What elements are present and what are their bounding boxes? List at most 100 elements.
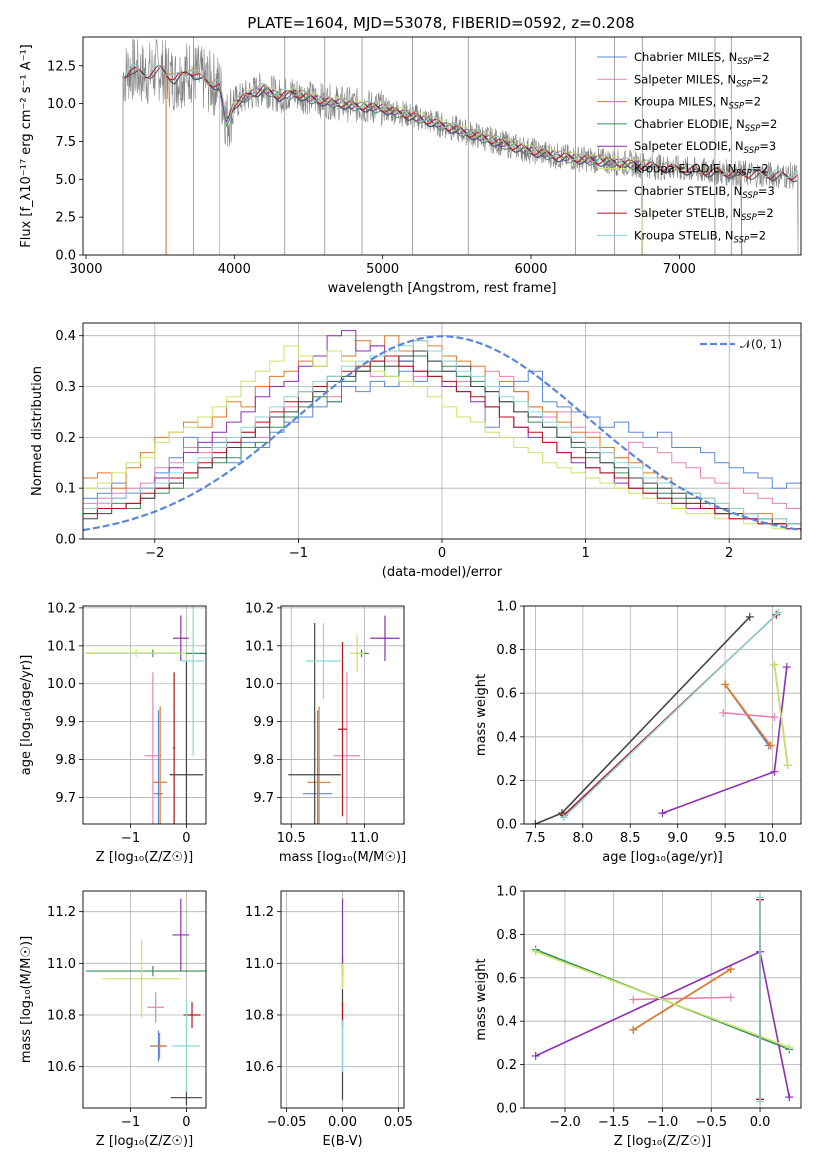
axes-frame — [82, 36, 802, 256]
legend-label-chabrier_elodie: Chabrier ELODIE, NSSP=2 — [634, 117, 777, 134]
plot-area — [122, 37, 799, 255]
weight-marker-kroupa_stelib-1 — [756, 893, 765, 902]
axes-frame — [280, 605, 405, 825]
x-tick-label-2: −1.0 — [647, 1115, 679, 1130]
legend-label-salpeter_stelib: Salpeter STELIB, NSSP=2 — [634, 206, 774, 223]
weight-marker-kroupa_elodie-0 — [770, 660, 779, 669]
y-tick-label-2: 0.4 — [496, 1015, 517, 1030]
weight-line-kroupa_stelib — [563, 611, 779, 819]
plot-area — [531, 893, 794, 1106]
legend-label-kroupa_elodie: Kroupa ELODIE, NSSP=2 — [634, 162, 769, 179]
x-axis-label: Z [log₁₀(Z/Z☉)] — [614, 1134, 711, 1149]
weight-marker-kroupa_stelib-1 — [774, 608, 783, 617]
y-axis-label: mass weight — [474, 958, 489, 1040]
y-tick-label-1: 9.8 — [55, 753, 76, 768]
y-tick-label-5: 10.2 — [245, 601, 274, 616]
weight-line-kroupa_elodie — [773, 664, 789, 766]
x-tick-label-2: 0 — [438, 546, 446, 561]
y-tick-label-2: 11.0 — [47, 957, 76, 972]
x-tick-label-4: 0.0 — [750, 1115, 771, 1130]
weight-marker-salpeter_miles-1 — [726, 993, 735, 1002]
y-axis-label: mass [log₁₀(M/M☉)] — [19, 936, 34, 1063]
weight-marker-salpeter_elodie-1 — [770, 767, 779, 776]
y-tick-label-2: 9.9 — [253, 715, 274, 730]
x-tick-label-1: 11.0 — [350, 831, 379, 846]
y-tick-label-2: 5.0 — [55, 173, 76, 188]
weight-marker-salpeter_elodie-0 — [658, 809, 667, 818]
y-tick-label-4: 10.1 — [47, 639, 76, 654]
x-tick-label-2: 8.5 — [620, 831, 641, 846]
x-tick-label-3: 9.0 — [667, 831, 688, 846]
y-tick-label-3: 0.3 — [55, 380, 76, 395]
chart-age_vs_mass: 10.5 11.0 9.7 9.8 9.9 10.0 10.1 10.2 mass [log₁₀… — [245, 601, 406, 865]
y-tick-label-4: 0.4 — [55, 329, 76, 344]
legend-label-salpeter_miles: Salpeter MILES, NSSP=2 — [634, 72, 769, 89]
x-tick-label-1: 0 — [182, 831, 190, 846]
y-tick-label-4: 0.8 — [496, 928, 517, 943]
x-tick-label-3: −0.5 — [695, 1115, 727, 1130]
weight-line-kroupa_miles — [724, 684, 772, 746]
model-spectrum-chabrier_miles — [165, 71, 743, 255]
x-axis-label: wavelength [Angstrom, rest frame] — [328, 281, 557, 296]
y-tick-label-3: 0.6 — [496, 971, 517, 986]
y-tick-label-0: 0.0 — [55, 533, 76, 548]
weight-marker-kroupa_stelib-0 — [559, 813, 568, 822]
x-tick-label-4: 9.5 — [715, 831, 736, 846]
y-axis-label: Normed distribution — [30, 366, 45, 496]
hist-salpeter_stelib — [83, 355, 801, 539]
x-axis-label: E(B-V) — [322, 1134, 362, 1149]
model-spectrum-kroupa_stelib — [122, 63, 799, 255]
axes-frame — [280, 890, 405, 1109]
y-tick-label-3: 10.0 — [245, 677, 274, 692]
chart-mass_vs_z: −1 0 10.6 10.8 11.0 11.2 Z [log₁₀(Z/Z☉)] mass [… — [19, 890, 207, 1149]
x-axis-label: age [log₁₀(age/yr)] — [602, 850, 723, 865]
y-tick-label-0: 10.6 — [47, 1060, 76, 1075]
x-tick-label-1: −1.5 — [598, 1115, 630, 1130]
y-tick-label-0: 0.0 — [496, 818, 517, 833]
x-axis-label: Z [log₁₀(Z/Z☉)] — [96, 1134, 193, 1149]
y-tick-label-2: 0.4 — [496, 730, 517, 745]
y-tick-label-3: 10.0 — [47, 677, 76, 692]
y-tick-label-1: 0.2 — [496, 1058, 517, 1073]
weight-marker-kroupa_elodie-1 — [785, 1043, 794, 1052]
y-tick-label-4: 0.8 — [496, 643, 517, 658]
legend-label-kroupa_miles: Kroupa MILES, NSSP=2 — [634, 95, 761, 112]
y-tick-label-2: 0.2 — [55, 431, 76, 446]
weight-line-kroupa_miles — [632, 968, 732, 1031]
y-tick-label-1: 10.8 — [245, 1009, 274, 1024]
y-tick-label-1: 0.1 — [55, 482, 76, 497]
x-axis-label: mass [log₁₀(M/M☉)] — [279, 850, 406, 865]
x-tick-label-0: −0.05 — [267, 1115, 307, 1130]
y-tick-label-0: 9.7 — [55, 791, 76, 806]
model-spectrum-salpeter_elodie — [219, 87, 643, 255]
weight-marker-chabrier_stelib-0 — [531, 820, 540, 824]
x-axis-label: Z [log₁₀(Z/Z☉)] — [96, 850, 193, 865]
chart-weight_vs_z: −2.0 −1.5 −1.0 −0.5 0.0 0.0 0.2 0.4 0.6 0.8 1.0 Z [… — [474, 885, 802, 1149]
plot-area — [83, 330, 801, 539]
weight-marker-salpeter_miles-0 — [629, 995, 638, 1004]
x-tick-label-4: 2 — [725, 546, 733, 561]
x-tick-label-3: 6000 — [514, 262, 547, 277]
y-tick-label-1: 9.8 — [253, 753, 274, 768]
weight-marker-kroupa_stelib-0 — [756, 1097, 765, 1106]
y-tick-label-1: 2.5 — [55, 211, 76, 226]
x-tick-label-0: 7.5 — [525, 831, 546, 846]
axes-frame — [82, 605, 207, 825]
weight-marker-kroupa_miles-0 — [721, 680, 730, 689]
y-tick-label-0: 0.0 — [55, 249, 76, 264]
chart-spectrum: 3000 4000 5000 6000 7000 0.0 2.5 5.0 7.5 10.0 12.5… — [19, 14, 802, 296]
x-tick-label-1: 0.00 — [328, 1115, 357, 1130]
weight-marker-kroupa_miles-1 — [766, 741, 775, 750]
legend-label-salpeter_elodie: Salpeter ELODIE, NSSP=3 — [634, 139, 776, 156]
weight-line-salpeter_miles — [633, 996, 731, 1001]
x-axis-label: (data-model)/error — [382, 565, 503, 580]
plot-area — [85, 606, 206, 824]
x-tick-label-2: 0.05 — [384, 1115, 413, 1130]
chart-title: PLATE=1604, MJD=53078, FIBERID=0592, z=0… — [247, 14, 634, 32]
y-tick-label-0: 0.0 — [496, 1102, 517, 1117]
x-tick-label-0: −1 — [121, 831, 140, 846]
y-tick-label-5: 1.0 — [496, 600, 517, 615]
legend-label-chabrier_stelib: Chabrier STELIB, NSSP=3 — [634, 184, 775, 201]
chart-age_vs_z: −1 0 9.7 9.8 9.9 10.0 10.1 10.2 Z [log₁₀(Z/Z☉)] a… — [19, 601, 207, 865]
y-tick-label-3: 7.5 — [55, 135, 76, 150]
